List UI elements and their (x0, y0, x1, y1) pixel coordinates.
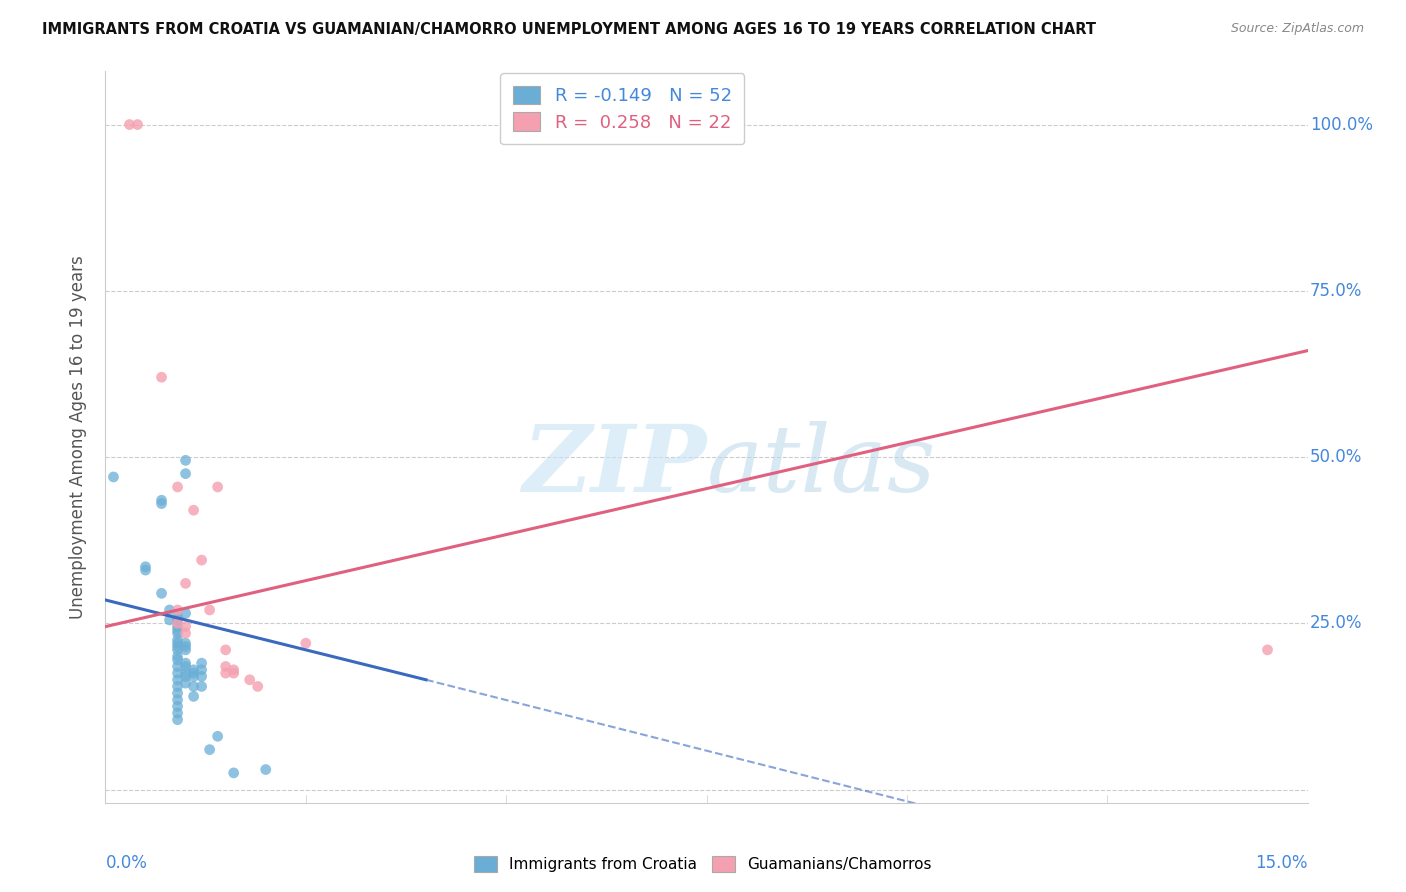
Point (222, 666, 245, 681)
Point (166, 636, 188, 650)
Point (183, 690, 205, 704)
Point (174, 669, 197, 683)
Point (190, 553, 212, 567)
Point (166, 692, 188, 706)
Point (166, 643, 188, 657)
Text: 25.0%: 25.0% (1310, 615, 1362, 632)
Point (239, 673, 262, 687)
Point (207, 480, 229, 494)
Legend: Immigrants from Croatia, Guamanians/Chamorros: Immigrants from Croatia, Guamanians/Cham… (467, 848, 939, 880)
Point (150, 497, 173, 511)
Point (207, 729, 229, 743)
Point (166, 632, 188, 647)
Text: IMMIGRANTS FROM CROATIA VS GUAMANIAN/CHAMORRO UNEMPLOYMENT AMONG AGES 16 TO 19 Y: IMMIGRANTS FROM CROATIA VS GUAMANIAN/CHA… (42, 22, 1097, 37)
Point (166, 616, 188, 631)
Point (166, 609, 188, 624)
Point (174, 643, 197, 657)
Point (254, 763, 277, 777)
Point (166, 603, 188, 617)
Point (174, 656, 197, 670)
Point (183, 669, 205, 683)
Point (150, 586, 173, 600)
Point (166, 480, 188, 494)
Text: atlas: atlas (707, 421, 936, 511)
Point (135, 563, 157, 577)
Point (174, 636, 197, 650)
Point (174, 659, 197, 673)
Point (135, 559, 157, 574)
Point (198, 603, 221, 617)
Point (190, 669, 212, 683)
Point (166, 673, 188, 687)
Point (166, 626, 188, 640)
Point (166, 706, 188, 720)
Point (183, 503, 205, 517)
Point (174, 626, 197, 640)
Text: 75.0%: 75.0% (1310, 282, 1362, 300)
Text: 0.0%: 0.0% (105, 854, 148, 872)
Text: Source: ZipAtlas.com: Source: ZipAtlas.com (1230, 22, 1364, 36)
Point (183, 663, 205, 677)
Point (214, 666, 236, 681)
Point (103, 470, 125, 484)
Point (174, 467, 197, 481)
Point (166, 699, 188, 714)
Point (166, 653, 188, 667)
Point (198, 742, 221, 756)
Point (159, 613, 181, 627)
Point (174, 640, 197, 654)
Point (166, 713, 188, 727)
Point (166, 640, 188, 654)
Point (166, 649, 188, 664)
Point (183, 666, 205, 681)
Point (118, 118, 141, 132)
Point (150, 370, 173, 384)
Point (214, 643, 236, 657)
Point (166, 619, 188, 633)
Point (222, 663, 245, 677)
Point (190, 663, 212, 677)
Point (166, 680, 188, 694)
Y-axis label: Unemployment Among Ages 16 to 19 years: Unemployment Among Ages 16 to 19 years (69, 255, 87, 619)
Point (174, 607, 197, 621)
Point (1257, 643, 1279, 657)
Point (150, 493, 173, 508)
Point (166, 666, 188, 681)
Point (174, 666, 197, 681)
Point (246, 680, 269, 694)
Text: ZIP: ZIP (522, 421, 707, 511)
Text: 100.0%: 100.0% (1310, 116, 1374, 134)
Text: 15.0%: 15.0% (1256, 854, 1308, 872)
Point (127, 118, 149, 132)
Legend: R = -0.149   N = 52, R =  0.258   N = 22: R = -0.149 N = 52, R = 0.258 N = 22 (501, 73, 744, 145)
Point (295, 636, 318, 650)
Point (166, 686, 188, 700)
Point (159, 603, 181, 617)
Point (166, 659, 188, 673)
Point (214, 659, 236, 673)
Point (166, 623, 188, 637)
Point (174, 676, 197, 690)
Text: 50.0%: 50.0% (1310, 448, 1362, 466)
Point (174, 576, 197, 591)
Point (166, 613, 188, 627)
Point (174, 619, 197, 633)
Point (183, 680, 205, 694)
Point (190, 656, 212, 670)
Point (222, 765, 245, 780)
Point (190, 680, 212, 694)
Point (174, 453, 197, 467)
